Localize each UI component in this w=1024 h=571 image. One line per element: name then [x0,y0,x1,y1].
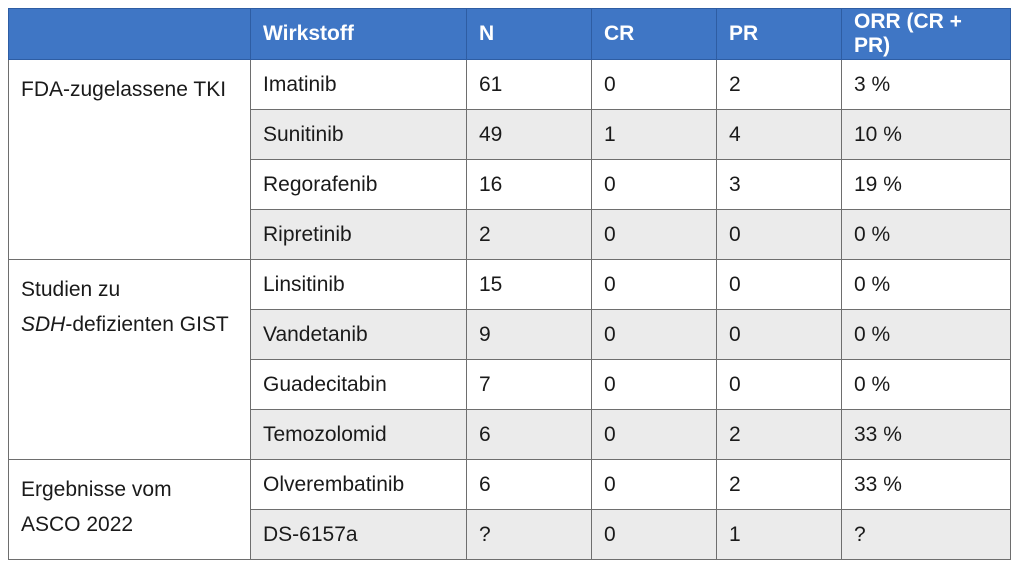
cell-n: 16 [466,159,592,210]
cell-cr: 0 [591,509,717,560]
group-label-sdh: Studien zu SDH-defizienten GIST [8,259,251,460]
cell-drug: Linsitinib [250,259,467,310]
header-n: N [466,8,592,60]
cell-n: 9 [466,309,592,360]
cell-orr: 10 % [841,109,1011,160]
cell-n: 61 [466,59,592,110]
header-group [8,8,251,60]
cell-orr: ? [841,509,1011,560]
cell-pr: 4 [716,109,842,160]
header-row: Wirkstoff N CR PR ORR (CR + PR) [8,8,1011,60]
cell-cr: 0 [591,459,717,510]
table-row: Guadecitabin 7 0 0 0 % [9,359,1011,410]
cell-orr: 3 % [841,59,1011,110]
table-header: Wirkstoff N CR PR ORR (CR + PR) [8,8,1011,60]
group-label-asco: Ergebnisse vom ASCO 2022 [8,459,251,560]
cell-orr: 0 % [841,309,1011,360]
cell-pr: 2 [716,59,842,110]
cell-drug: Imatinib [250,59,467,110]
cell-drug: Sunitinib [250,109,467,160]
header-cr: CR [591,8,717,60]
cell-pr: 0 [716,209,842,260]
cell-n: 6 [466,459,592,510]
group-label-rest: -defizienten GIST [65,313,229,336]
table-row: Vandetanib 9 0 0 0 % [9,309,1011,360]
group-label-fda: FDA-zugelassene TKI [8,59,251,260]
results-table-container: Wirkstoff N CR PR ORR (CR + PR) FDA-zuge… [8,8,1011,560]
cell-drug: Vandetanib [250,309,467,360]
group-label-line: Studien zu [21,278,121,301]
cell-pr: 2 [716,459,842,510]
cell-drug: Ripretinib [250,209,467,260]
cell-cr: 0 [591,409,717,460]
results-table: Wirkstoff N CR PR ORR (CR + PR) FDA-zuge… [8,8,1011,560]
cell-pr: 3 [716,159,842,210]
group-label-line: FDA-zugelassene TKI [21,78,227,101]
cell-cr: 1 [591,109,717,160]
cell-pr: 0 [716,359,842,410]
table-row: DS-6157a ? 0 1 ? [9,509,1011,560]
cell-n: 15 [466,259,592,310]
cell-pr: 1 [716,509,842,560]
header-orr: ORR (CR + PR) [841,8,1011,60]
cell-n: ? [466,509,592,560]
group-label-line: Ergebnisse vom [21,478,172,501]
cell-orr: 33 % [841,459,1011,510]
cell-n: 2 [466,209,592,260]
group-label-italic: SDH [21,313,66,336]
cell-orr: 0 % [841,209,1011,260]
cell-orr: 0 % [841,359,1011,410]
cell-drug: Regorafenib [250,159,467,210]
cell-pr: 0 [716,309,842,360]
cell-cr: 0 [591,359,717,410]
cell-cr: 0 [591,309,717,360]
table-row: Ergebnisse vom ASCO 2022 Olverembatinib … [8,459,1011,560]
table-row: Studien zu SDH-defizienten GIST Linsitin… [8,259,1011,460]
header-wirkstoff: Wirkstoff [250,8,467,60]
cell-cr: 0 [591,159,717,210]
cell-pr: 2 [716,409,842,460]
table-row: Ripretinib 2 0 0 0 % [9,209,1011,260]
group-label-line: SDH-defizienten GIST [21,307,238,342]
table-row: Regorafenib 16 0 3 19 % [9,159,1011,210]
header-pr: PR [716,8,842,60]
table-body: FDA-zugelassene TKI Imatinib 61 0 2 3 % … [8,59,1011,560]
cell-cr: 0 [591,209,717,260]
cell-orr: 33 % [841,409,1011,460]
group-label-line: ASCO 2022 [21,513,134,536]
table-row: FDA-zugelassene TKI Imatinib 61 0 2 3 % [8,59,1011,260]
cell-drug: Guadecitabin [250,359,467,410]
cell-pr: 0 [716,259,842,310]
cell-n: 49 [466,109,592,160]
cell-cr: 0 [591,259,717,310]
table-row: Sunitinib 49 1 4 10 % [9,109,1011,160]
cell-n: 7 [466,359,592,410]
cell-drug: Temozolomid [250,409,467,460]
cell-orr: 0 % [841,259,1011,310]
cell-n: 6 [466,409,592,460]
cell-drug: Olverembatinib [250,459,467,510]
cell-drug: DS-6157a [250,509,467,560]
cell-cr: 0 [591,59,717,110]
cell-orr: 19 % [841,159,1011,210]
